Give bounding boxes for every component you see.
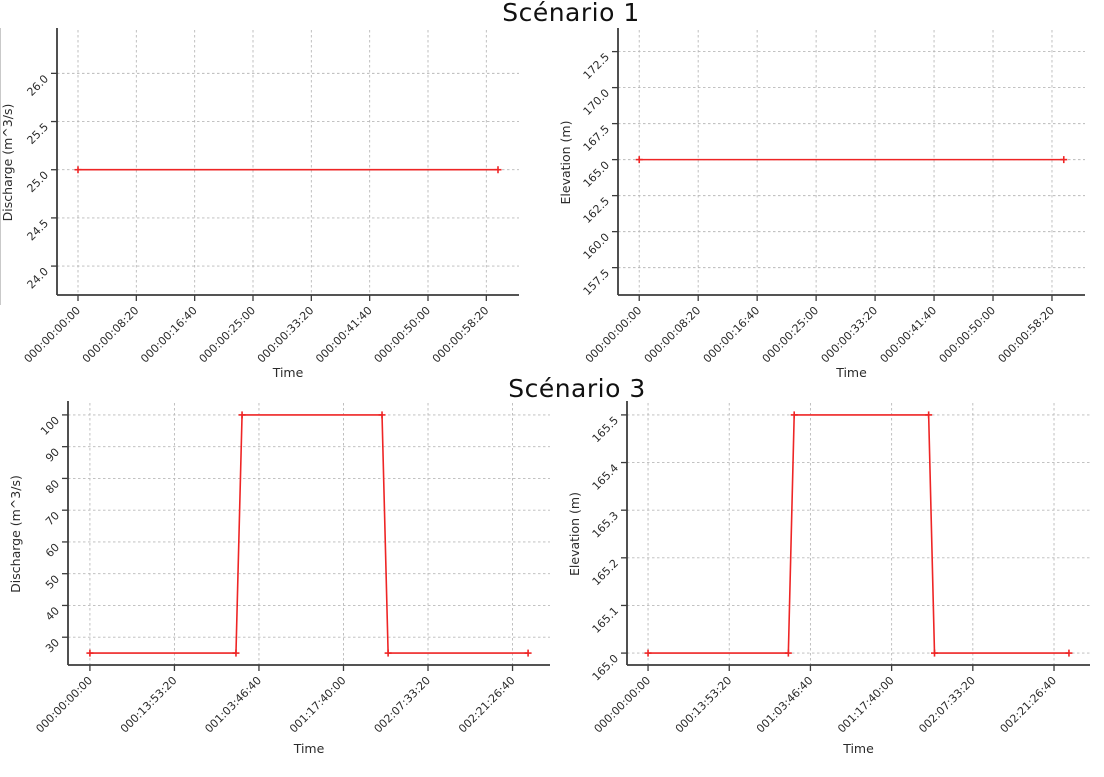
svg-text:001:03:46:40: 001:03:46:40 <box>202 674 264 736</box>
svg-text:Time: Time <box>835 365 867 380</box>
svg-text:172.5: 172.5 <box>581 51 612 82</box>
svg-text:001:17:40:00: 001:17:40:00 <box>835 674 897 736</box>
svg-text:165.1: 165.1 <box>590 604 621 635</box>
left-edge-artifact <box>0 28 1 305</box>
svg-text:Time: Time <box>842 741 874 756</box>
svg-text:000:13:53:20: 000:13:53:20 <box>673 674 735 736</box>
svg-text:100: 100 <box>38 414 62 438</box>
svg-text:24.0: 24.0 <box>25 265 52 292</box>
svg-text:000:00:08:20: 000:00:08:20 <box>642 304 704 366</box>
svg-text:002:07:33:20: 002:07:33:20 <box>916 674 978 736</box>
svg-text:165.2: 165.2 <box>590 557 621 588</box>
svg-text:170.0: 170.0 <box>581 87 612 118</box>
row1-title: Scénario 1 <box>502 0 640 27</box>
svg-text:000:00:50:00: 000:00:50:00 <box>372 304 434 366</box>
svg-text:000:00:41:40: 000:00:41:40 <box>878 304 940 366</box>
svg-text:000:00:00:00: 000:00:00:00 <box>22 304 84 366</box>
svg-text:002:21:26:40: 002:21:26:40 <box>998 674 1060 736</box>
svg-text:001:03:46:40: 001:03:46:40 <box>754 674 816 736</box>
svg-text:001:17:40:00: 001:17:40:00 <box>287 674 349 736</box>
svg-text:80: 80 <box>43 477 62 496</box>
svg-text:Discharge (m^3/s): Discharge (m^3/s) <box>0 104 15 222</box>
svg-text:165.4: 165.4 <box>590 461 621 492</box>
svg-text:Elevation (m): Elevation (m) <box>558 121 573 205</box>
svg-text:Elevation (m): Elevation (m) <box>567 492 582 576</box>
row2-title: Scénario 3 <box>508 374 646 403</box>
svg-text:90: 90 <box>43 446 62 465</box>
svg-text:70: 70 <box>43 509 62 528</box>
svg-text:160.0: 160.0 <box>581 231 612 262</box>
svg-text:165.3: 165.3 <box>590 509 621 540</box>
svg-text:000:00:00:00: 000:00:00:00 <box>592 674 654 736</box>
svg-text:000:00:50:00: 000:00:50:00 <box>937 304 999 366</box>
svg-text:000:00:58:20: 000:00:58:20 <box>996 304 1058 366</box>
svg-text:Time: Time <box>293 741 325 756</box>
svg-text:162.5: 162.5 <box>581 195 612 226</box>
svg-text:000:00:33:20: 000:00:33:20 <box>255 304 317 366</box>
svg-text:000:00:25:00: 000:00:25:00 <box>760 304 822 366</box>
svg-text:30: 30 <box>43 636 62 655</box>
svg-text:Time: Time <box>272 365 304 380</box>
svg-text:000:00:25:00: 000:00:25:00 <box>197 304 259 366</box>
svg-text:002:21:26:40: 002:21:26:40 <box>456 674 518 736</box>
svg-text:000:00:08:20: 000:00:08:20 <box>80 304 142 366</box>
svg-text:000:00:41:40: 000:00:41:40 <box>313 304 375 366</box>
svg-text:165.5: 165.5 <box>590 414 621 445</box>
svg-text:25.0: 25.0 <box>25 169 52 196</box>
svg-text:40: 40 <box>43 604 62 623</box>
svg-text:000:00:00:00: 000:00:00:00 <box>583 304 645 366</box>
svg-text:50: 50 <box>43 573 62 592</box>
svg-text:000:00:16:40: 000:00:16:40 <box>701 304 763 366</box>
svg-text:26.0: 26.0 <box>25 72 52 99</box>
scenario1-discharge-chart: 000:00:00:00000:00:08:20000:00:16:40000:… <box>0 28 519 380</box>
svg-text:002:07:33:20: 002:07:33:20 <box>372 674 434 736</box>
scenario1-elevation-chart: 000:00:00:00000:00:08:20000:00:16:40000:… <box>558 28 1085 380</box>
svg-text:24.5: 24.5 <box>25 217 52 244</box>
svg-text:000:00:58:20: 000:00:58:20 <box>430 304 492 366</box>
svg-text:000:00:00:00: 000:00:00:00 <box>33 674 95 736</box>
svg-text:000:13:53:20: 000:13:53:20 <box>118 674 180 736</box>
svg-text:Discharge (m^3/s): Discharge (m^3/s) <box>8 475 23 593</box>
svg-text:165.0: 165.0 <box>590 652 621 683</box>
svg-text:165.0: 165.0 <box>581 159 612 190</box>
scenario3-discharge-chart: 000:00:00:00 000:13:53:20 001:03:46:40 001:… <box>8 401 550 756</box>
svg-text:000:00:16:40: 000:00:16:40 <box>138 304 200 366</box>
svg-text:000:00:33:20: 000:00:33:20 <box>819 304 881 366</box>
svg-text:167.5: 167.5 <box>581 123 612 154</box>
svg-text:60: 60 <box>43 541 62 560</box>
svg-text:157.5: 157.5 <box>581 267 612 298</box>
scenario3-elevation-chart: 000:00:00:00 000:13:53:20 001:03:46:40 001:… <box>567 401 1090 756</box>
svg-text:25.5: 25.5 <box>25 120 52 147</box>
